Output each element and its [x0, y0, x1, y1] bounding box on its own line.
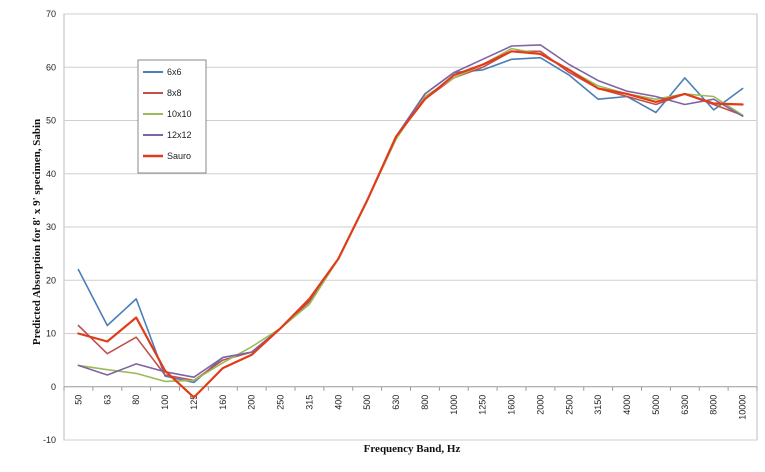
- y-tick-label: 60: [46, 62, 56, 72]
- x-tick-label: 125: [189, 395, 199, 410]
- legend: 6x6 8x8 10x10 12x12 Sauro: [137, 59, 207, 174]
- x-tick-label: 2500: [564, 395, 574, 415]
- x-tick-label: 5000: [651, 395, 661, 415]
- axis-layer: -10 0 10 20 30 40 50 60 70 50 63 80 100 125 160 200 250 3…: [43, 9, 748, 445]
- x-tick-label: 250: [276, 395, 286, 410]
- x-tick-label: 10000: [738, 395, 748, 420]
- x-tick-label: 1250: [478, 395, 488, 415]
- x-tick-label: 6300: [680, 395, 690, 415]
- y-tick-label: 0: [51, 382, 56, 392]
- legend-label: 12x12: [167, 130, 192, 140]
- x-tick-label: 200: [247, 395, 257, 410]
- legend-label: 8x8: [167, 88, 182, 98]
- x-tick-label: 50: [73, 395, 83, 405]
- legend-box: [137, 59, 207, 174]
- y-tick-label: 70: [46, 9, 56, 19]
- x-tick-label: 100: [160, 395, 170, 410]
- x-axis-title: Frequency Band, Hz: [364, 443, 461, 455]
- x-tick-label: 1000: [449, 395, 459, 415]
- y-tick-label: 20: [46, 275, 56, 285]
- y-axis-title: Predicted Absorption for 8' x 9' specime…: [31, 119, 43, 345]
- legend-label: Sauro: [167, 151, 191, 161]
- x-tick-label: 63: [102, 395, 112, 405]
- x-tick-label: 8000: [709, 395, 719, 415]
- x-tick-label: 4000: [622, 395, 632, 415]
- y-tick-label: 30: [46, 222, 56, 232]
- y-tick-label: 50: [46, 116, 56, 126]
- series-line-sauro: [77, 50, 744, 399]
- series-layer: [77, 44, 744, 399]
- x-tick-label: 315: [304, 395, 314, 410]
- series-line-12x12: [77, 44, 744, 379]
- x-tick-label: 80: [131, 395, 141, 405]
- x-tick-label: 500: [362, 395, 372, 410]
- x-tick-label: 1600: [507, 395, 517, 415]
- x-tick-label: 630: [391, 395, 401, 410]
- x-tick-label: 400: [333, 395, 343, 410]
- x-tick-label: 800: [420, 395, 430, 410]
- y-tick-label: -10: [43, 435, 56, 445]
- legend-label: 6x6: [167, 67, 182, 77]
- legend-label: 10x10: [167, 109, 192, 119]
- x-tick-label: 160: [218, 395, 228, 410]
- x-tick-label: 3150: [593, 395, 603, 415]
- x-tick-label: 2000: [535, 395, 545, 415]
- y-tick-label: 40: [46, 169, 56, 179]
- y-tick-label: 10: [46, 329, 56, 339]
